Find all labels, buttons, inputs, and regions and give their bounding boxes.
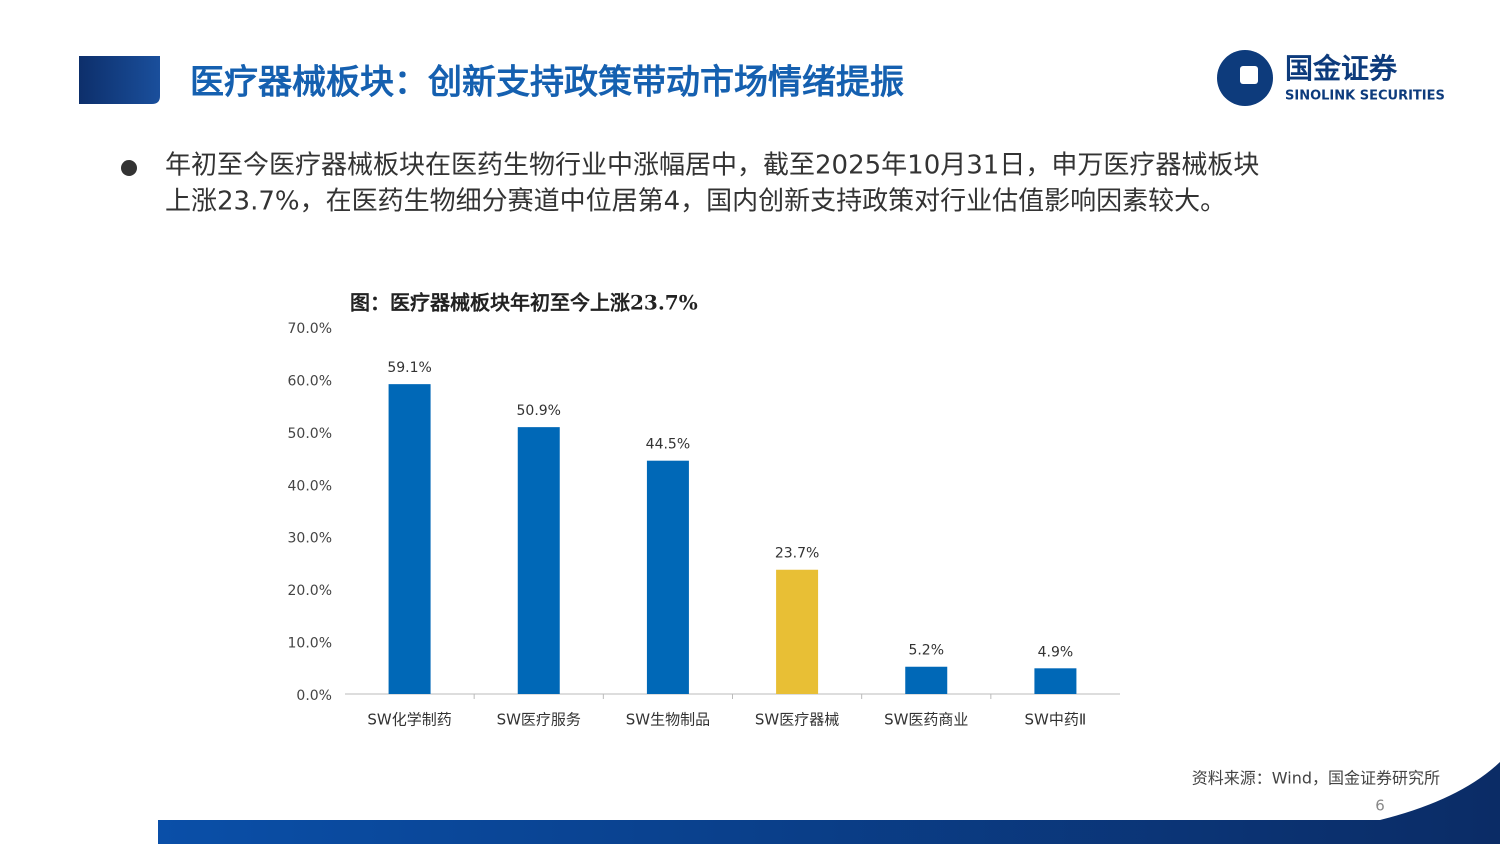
y-tick-label: 0.0% <box>296 688 332 704</box>
data-label: 44.5% <box>646 437 690 453</box>
chart-title: 图：医疗器械板块年初至今上涨23.7% <box>350 291 698 315</box>
y-tick-label: 20.0% <box>288 583 332 599</box>
y-tick-label: 60.0% <box>288 373 332 389</box>
bar <box>388 384 431 694</box>
y-tick-label: 30.0% <box>288 531 332 547</box>
y-tick-label: 70.0% <box>288 321 332 337</box>
y-tick-label: 50.0% <box>288 426 332 442</box>
y-tick-label: 40.0% <box>288 478 332 494</box>
x-tick-label: SW医疗器械 <box>755 711 839 729</box>
data-label: 5.2% <box>908 643 944 659</box>
y-tick-label: 10.0% <box>288 636 332 652</box>
logo-cn: 国金证券 <box>1285 52 1398 85</box>
data-label: 59.1% <box>387 360 431 376</box>
source: 资料来源：Wind，国金证券研究所 <box>1192 769 1440 788</box>
data-label: 50.9% <box>517 403 561 419</box>
x-tick-label: SW中药Ⅱ <box>1025 711 1087 729</box>
logo-en: SINOLINK SECURITIES <box>1285 89 1445 104</box>
x-tick-label: SW生物制品 <box>626 711 710 729</box>
x-tick-label: SW医药商业 <box>884 711 968 729</box>
x-tick-label: SW医疗服务 <box>497 711 581 729</box>
bullet-line: 年初至今医疗器械板块在医药生物行业中涨幅居中，截至2025年10月31日，申万医… <box>165 151 1259 181</box>
data-label: 23.7% <box>775 546 819 562</box>
x-tick-label: SW化学制药 <box>367 711 451 729</box>
bar <box>776 569 819 694</box>
footer-band <box>158 762 1500 844</box>
bar <box>517 427 560 694</box>
page-number: 6 <box>1375 797 1385 815</box>
header-block <box>79 56 160 104</box>
logo-icon-inner <box>1240 66 1258 84</box>
bullet-line: 上涨23.7%，在医药生物细分赛道中位居第4，国内创新支持政策对行业估值影响因素… <box>165 187 1226 217</box>
bar <box>905 666 948 694</box>
data-label: 4.9% <box>1038 644 1074 660</box>
bullet-dot <box>121 160 137 176</box>
slide-title: 医疗器械板块：创新支持政策带动市场情绪提振 <box>190 63 904 103</box>
bar <box>1034 668 1077 694</box>
bar <box>646 460 689 694</box>
